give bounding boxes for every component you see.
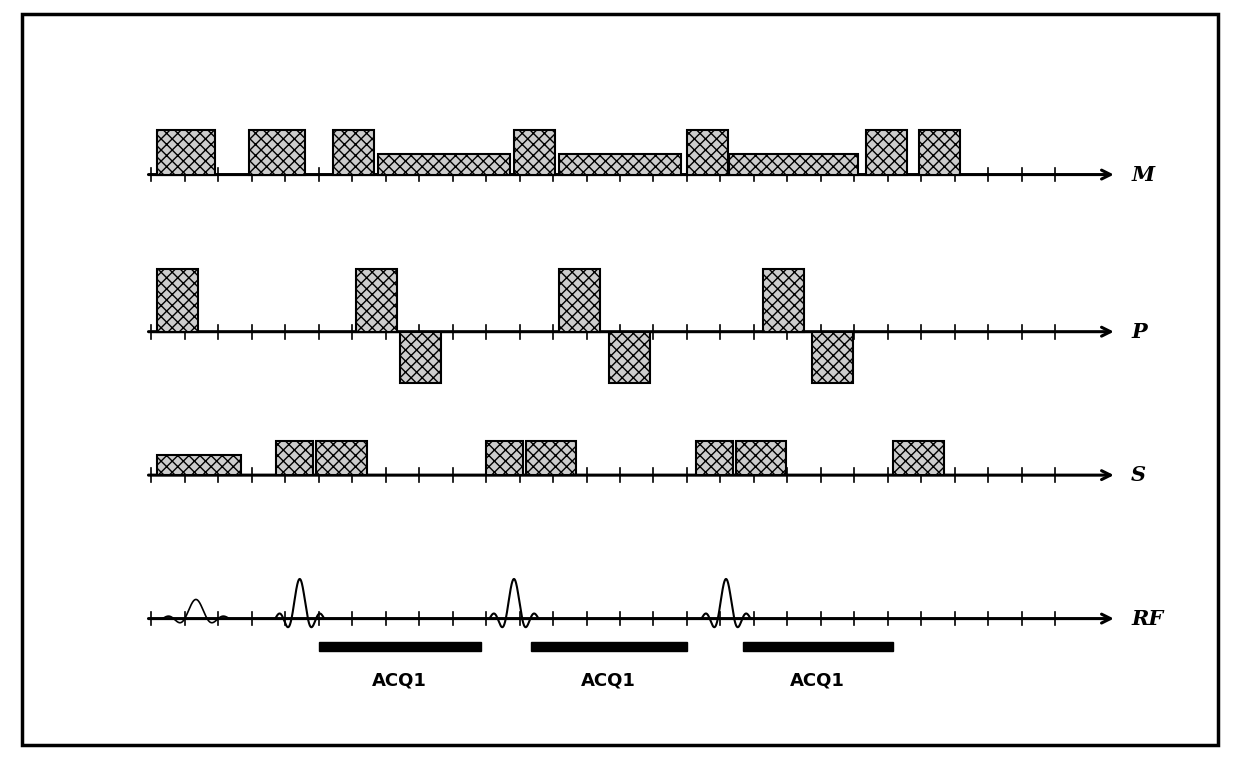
Bar bbox=[763, 269, 804, 332]
FancyBboxPatch shape bbox=[22, 14, 1218, 745]
Bar bbox=[687, 131, 728, 175]
Bar bbox=[316, 441, 367, 475]
Bar bbox=[609, 332, 650, 383]
Bar bbox=[531, 642, 687, 651]
Bar bbox=[486, 441, 523, 475]
Bar bbox=[893, 441, 944, 475]
Bar bbox=[919, 131, 960, 175]
Bar bbox=[156, 455, 241, 475]
Bar bbox=[277, 441, 312, 475]
Bar bbox=[729, 154, 858, 175]
Bar bbox=[737, 441, 786, 475]
Bar bbox=[378, 154, 510, 175]
Bar bbox=[696, 441, 733, 475]
Text: S: S bbox=[1131, 465, 1146, 485]
Bar bbox=[319, 642, 481, 651]
Bar bbox=[356, 269, 397, 332]
Text: ACQ1: ACQ1 bbox=[790, 672, 844, 690]
Bar bbox=[558, 269, 600, 332]
Bar bbox=[743, 642, 893, 651]
Text: ACQ1: ACQ1 bbox=[582, 672, 636, 690]
Bar bbox=[401, 332, 441, 383]
Bar bbox=[334, 131, 374, 175]
Bar bbox=[156, 131, 215, 175]
Bar bbox=[866, 131, 906, 175]
Text: M: M bbox=[1131, 165, 1154, 184]
Text: ACQ1: ACQ1 bbox=[372, 672, 427, 690]
Bar bbox=[526, 441, 577, 475]
Bar bbox=[156, 269, 198, 332]
Bar bbox=[515, 131, 556, 175]
Text: P: P bbox=[1131, 322, 1147, 342]
Text: RF: RF bbox=[1131, 609, 1163, 628]
Bar bbox=[249, 131, 305, 175]
Bar bbox=[558, 154, 682, 175]
Bar bbox=[812, 332, 853, 383]
